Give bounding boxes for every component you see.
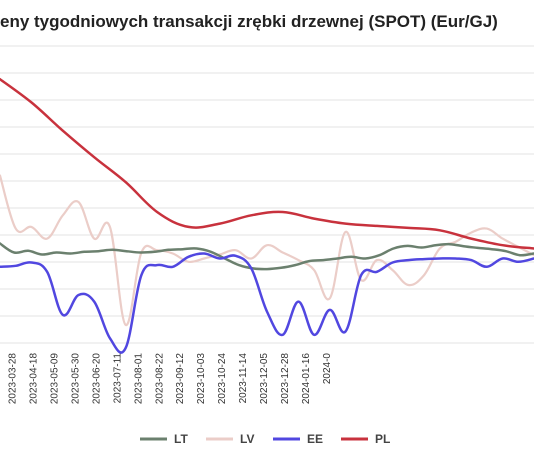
- x-tick-label: 2023-09-12: [175, 353, 186, 405]
- legend-item-ee: EE: [273, 432, 323, 446]
- legend-item-pl: PL: [341, 432, 390, 446]
- legend-item-lt: LT: [140, 432, 188, 446]
- gridlines: [0, 45, 534, 344]
- x-tick-label: 2023-12-05: [259, 353, 270, 405]
- chart-title: eny tygodniowych transakcji zrębki drzew…: [0, 12, 498, 31]
- series-line-lv: [0, 174, 534, 327]
- x-tick-label: 2023-07-11: [112, 353, 123, 404]
- x-axis-ticks: 2023-03-28 2023-04-18 2023-05-09 2023-05-30…: [8, 353, 333, 405]
- x-tick-label: 2023-08-22: [154, 353, 165, 405]
- legend-label-lv: LV: [240, 432, 254, 446]
- x-tick-label: 2023-06-20: [91, 353, 102, 405]
- series-line-lt: [0, 242, 534, 271]
- x-tick-label: 2023-05-30: [70, 353, 81, 405]
- x-tick-label: 2024-0: [322, 353, 333, 385]
- legend-item-lv: LV: [206, 432, 254, 446]
- series-line-ee: [0, 252, 534, 354]
- x-tick-label: 2023-12-28: [280, 353, 291, 405]
- x-tick-label: 2023-05-09: [50, 353, 61, 405]
- legend: LT LV EE PL: [140, 432, 390, 446]
- x-tick-label: 2023-11-14: [238, 353, 249, 404]
- legend-label-pl: PL: [375, 432, 390, 446]
- x-tick-label: 2023-10-24: [217, 353, 228, 405]
- x-tick-label: 2023-10-03: [196, 353, 207, 405]
- x-tick-label: 2023-03-28: [8, 353, 19, 405]
- x-tick-label: 2023-04-18: [29, 353, 40, 405]
- x-tick-label: 2023-08-01: [133, 353, 144, 405]
- series-lines: [0, 77, 534, 354]
- series-line-pl: [0, 77, 534, 250]
- legend-label-ee: EE: [307, 432, 323, 446]
- legend-label-lt: LT: [174, 432, 188, 446]
- x-tick-label: 2024-01-16: [301, 353, 312, 405]
